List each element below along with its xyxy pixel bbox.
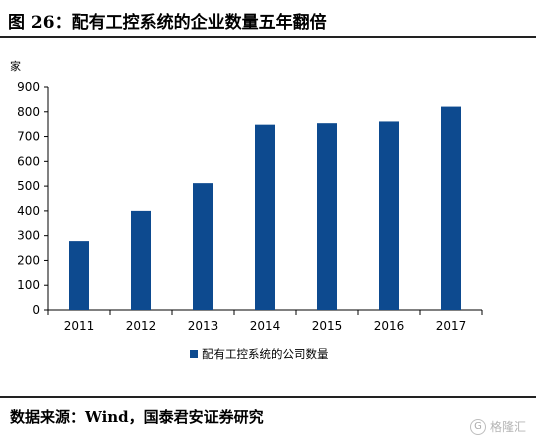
watermark-text: 格隆汇 <box>489 420 526 434</box>
title-bar: 图 26：配有工控系统的企业数量五年翻倍 <box>0 0 536 38</box>
bar-2011 <box>69 241 89 310</box>
y-tick-label: 200 <box>17 253 40 267</box>
legend-swatch <box>190 350 198 358</box>
source-bar: 数据来源：Wind，国泰君安证券研究 G 格隆汇 <box>0 396 536 444</box>
bar-2017 <box>441 106 461 310</box>
y-tick-label: 100 <box>17 278 40 292</box>
watermark: G 格隆汇 <box>469 418 526 435</box>
x-tick-label: 2012 <box>126 319 157 333</box>
legend-label: 配有工控系统的公司数量 <box>202 347 329 361</box>
y-tick-label: 800 <box>17 105 40 119</box>
x-tick-label: 2017 <box>436 319 467 333</box>
y-tick-label: 400 <box>17 204 40 218</box>
x-tick-label: 2014 <box>250 319 281 333</box>
gelonghui-logo-icon: G <box>469 418 486 435</box>
source-note: 数据来源：Wind，国泰君安证券研究 <box>10 408 264 426</box>
x-tick-label: 2016 <box>374 319 405 333</box>
chart-title: 图 26：配有工控系统的企业数量五年翻倍 <box>8 13 327 33</box>
chart-legend: 配有工控系统的公司数量 <box>190 346 329 362</box>
bar-2012 <box>131 210 151 310</box>
y-axis-unit-label: 家 <box>10 60 21 73</box>
bar-2015 <box>317 123 337 310</box>
y-tick-label: 900 <box>17 80 40 94</box>
bar-2016 <box>379 121 399 311</box>
y-tick-label: 600 <box>17 154 40 168</box>
x-tick-label: 2015 <box>312 319 343 333</box>
y-tick-label: 700 <box>17 130 40 144</box>
bar-2013 <box>193 183 213 310</box>
bar-2014 <box>255 124 275 310</box>
x-tick-label: 2011 <box>64 319 95 333</box>
bar-chart: 0 100 200 300 400 500 600 700 800 900 2011 2012 2013… <box>17 80 483 333</box>
y-tick-label: 300 <box>17 229 40 243</box>
x-tick-label: 2013 <box>188 319 219 333</box>
y-tick-label: 0 <box>32 303 40 317</box>
y-tick-label: 500 <box>17 179 40 193</box>
